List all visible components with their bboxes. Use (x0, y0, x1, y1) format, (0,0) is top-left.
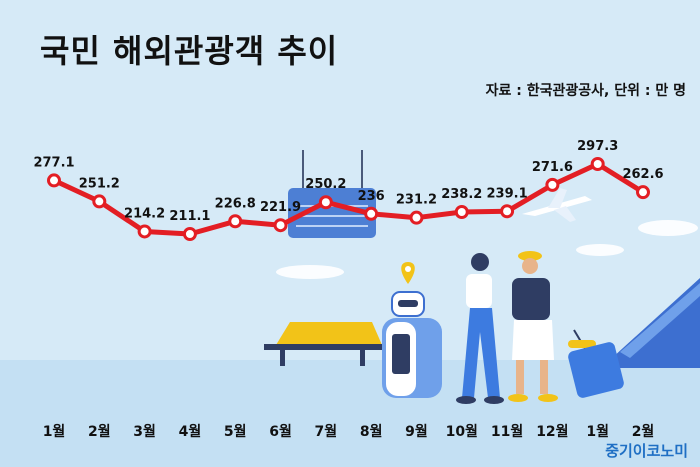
data-point-1 (47, 173, 61, 188)
value-label-14: 262.6 (622, 167, 663, 182)
data-point-12 (545, 177, 560, 192)
chart-title: 국민 해외관광객 추이 (40, 32, 339, 70)
x-tick-label-5: 5월 (224, 423, 247, 440)
x-tick-label-10: 10월 (446, 423, 478, 440)
data-point-7 (318, 195, 333, 210)
data-point-14 (636, 185, 650, 200)
x-tick-label-8: 8월 (360, 423, 383, 440)
data-point-8 (364, 206, 379, 221)
value-label-5: 226.8 (215, 196, 256, 211)
series-line (51, 161, 646, 237)
x-tick-label-3: 3월 (133, 423, 156, 440)
x-tick-label-13: 1월 (586, 423, 609, 440)
x-tick-label-14: 2월 (632, 423, 655, 440)
value-label-8: 236 (358, 189, 385, 204)
x-tick-label-2: 2월 (88, 423, 111, 440)
data-point-3 (137, 224, 152, 239)
x-tick-label-9: 9월 (405, 423, 428, 440)
data-point-13 (590, 157, 605, 171)
x-tick-label-1: 1월 (43, 423, 66, 440)
brand-logo: 중기이코노미 (605, 442, 688, 460)
traveler-icon (456, 253, 504, 404)
suitcase-icon (568, 329, 624, 398)
airplane-icon (522, 188, 592, 222)
value-label-10: 238.2 (441, 187, 482, 202)
robot-icon (382, 262, 442, 398)
value-label-3: 214.2 (124, 206, 165, 221)
x-tick-label-4: 4월 (179, 423, 202, 440)
x-tick-label-11: 11월 (491, 423, 523, 440)
data-point-6 (273, 218, 288, 233)
x-tick-label-12: 12월 (536, 423, 568, 440)
data-point-9 (409, 210, 424, 225)
bench-icon (264, 322, 384, 366)
value-label-6: 221.9 (260, 200, 301, 215)
data-point-11 (500, 204, 515, 219)
data-point-10 (454, 204, 469, 219)
data-point-5 (228, 214, 243, 229)
value-label-13: 297.3 (577, 139, 618, 154)
traveler-icon (508, 251, 558, 402)
value-label-2: 251.2 (79, 176, 120, 191)
value-label-1: 277.1 (33, 155, 74, 170)
value-label-7: 250.2 (305, 177, 346, 192)
value-label-9: 231.2 (396, 193, 437, 208)
x-tick-label-6: 6월 (269, 423, 292, 440)
value-label-12: 271.6 (532, 160, 573, 175)
data-point-2 (92, 194, 107, 209)
value-label-4: 211.1 (169, 209, 210, 224)
data-point-4 (182, 227, 197, 241)
source-note: 자료 : 한국관광공사, 단위 : 만 명 (485, 83, 686, 99)
value-label-11: 239.1 (487, 186, 528, 201)
x-tick-label-7: 7월 (315, 423, 338, 440)
